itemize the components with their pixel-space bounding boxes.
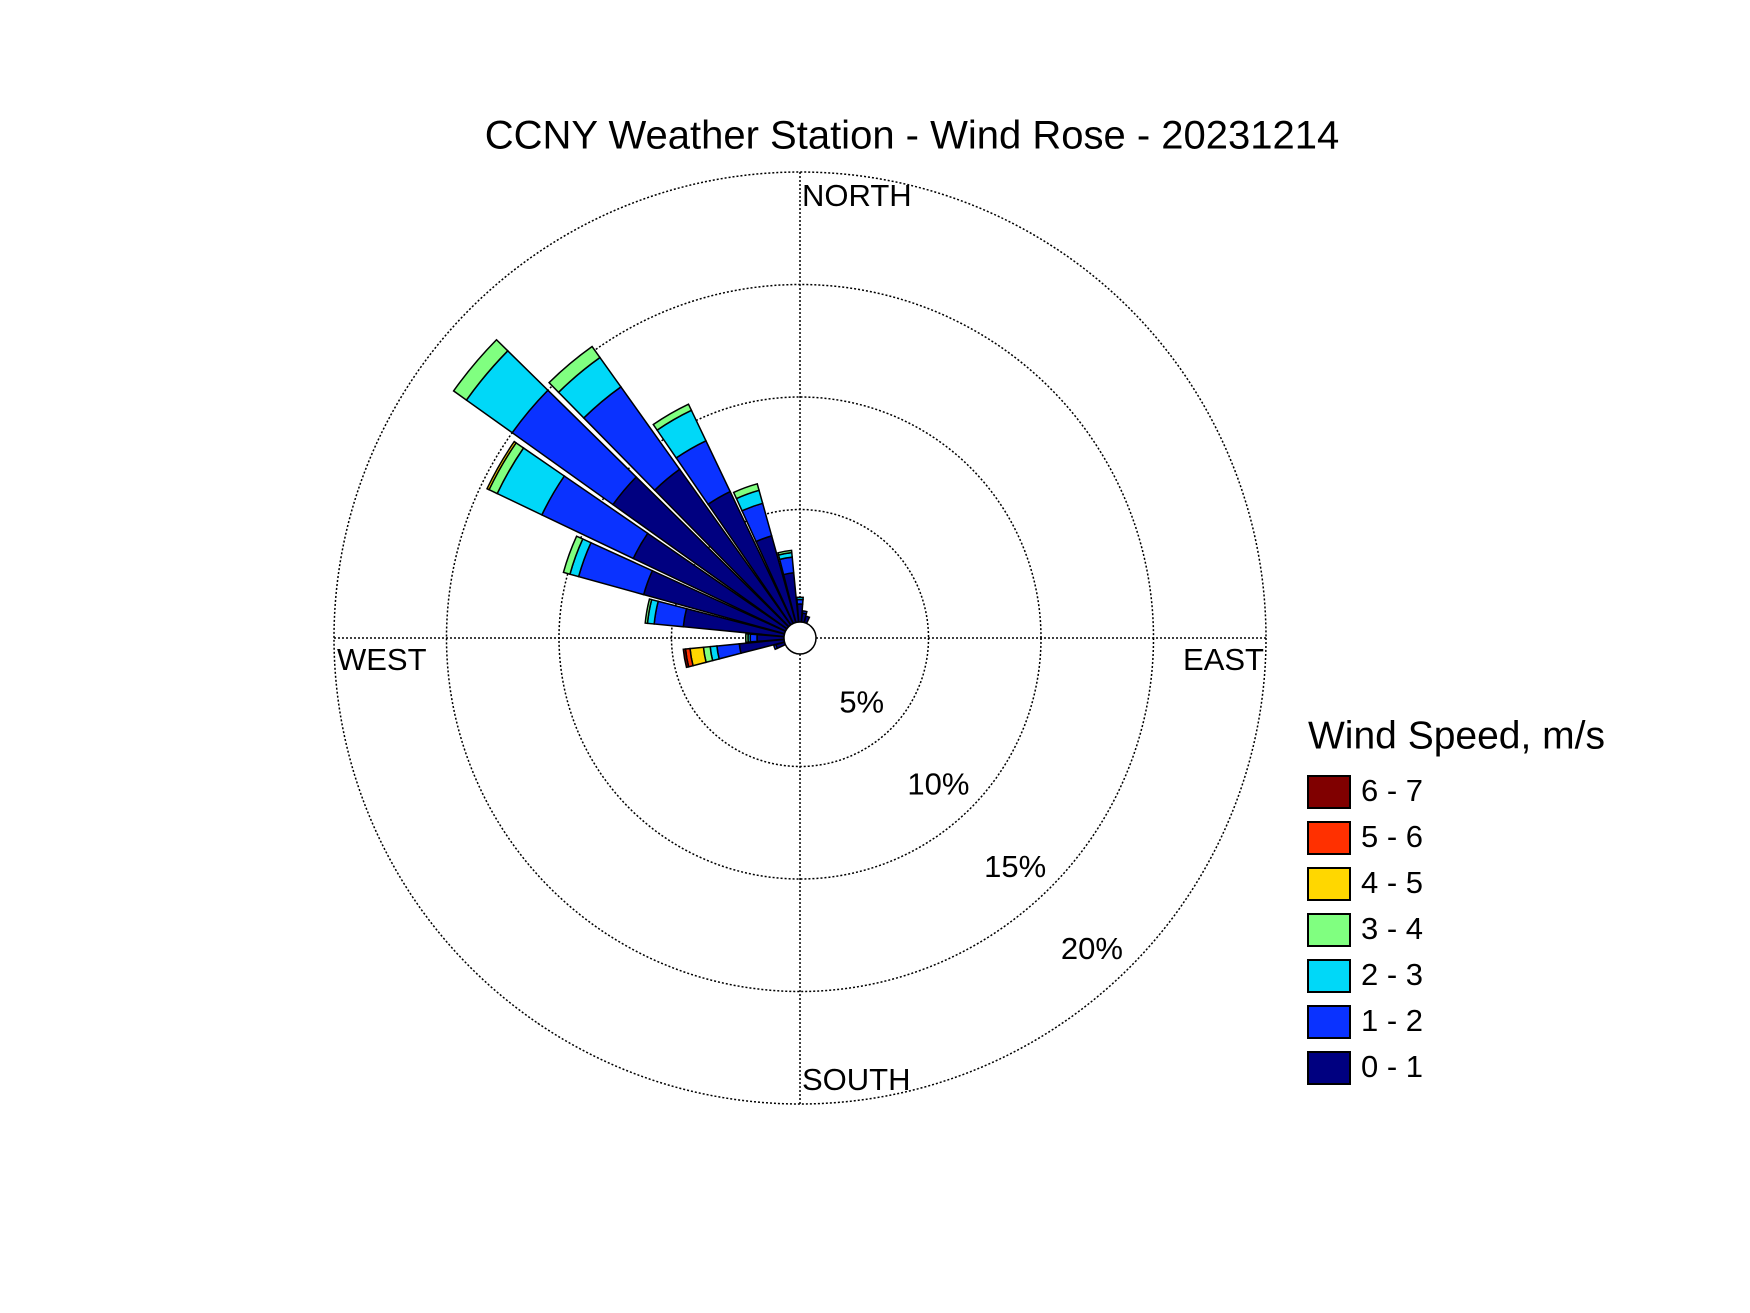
wedge-segment [749,633,758,643]
wedge-segment [562,535,584,576]
grid-ring [333,171,1267,1105]
legend-label: 4 - 5 [1361,865,1423,900]
legend-label: 2 - 3 [1361,957,1423,992]
r-tick-label: 15% [984,849,1046,884]
legend-swatch [1307,913,1351,947]
legend-label: 1 - 2 [1361,1003,1423,1038]
direction-label: EAST [1183,642,1264,677]
legend-label: 6 - 7 [1361,773,1423,808]
grid-ring [558,396,1042,880]
wedge-segment [652,403,693,432]
legend-swatch [1307,821,1351,855]
r-tick-label: 5% [839,684,884,719]
grid-ring [670,508,930,768]
center-hole [783,621,817,655]
wedge-segment [744,632,749,644]
legend-label: 3 - 4 [1361,911,1423,946]
direction-label: WEST [337,642,427,677]
legend-swatch [1307,1005,1351,1039]
wedge-segment [682,648,690,669]
wedge-segment [777,549,793,556]
wedge-segment [644,598,653,625]
r-tick-label: 10% [907,767,969,802]
legend-swatch [1307,959,1351,993]
legend-label: 0 - 1 [1361,1049,1423,1084]
legend-swatch [1307,775,1351,809]
wedge-segment [801,610,808,615]
r-tick-label: 20% [1061,931,1123,966]
legend-label: 5 - 6 [1361,819,1423,854]
wedge-segment [732,482,760,500]
legend-swatch [1307,1051,1351,1085]
direction-label: SOUTH [802,1062,911,1097]
direction-label: NORTH [802,178,912,213]
grid-ring [445,283,1155,993]
legend-swatch [1307,867,1351,901]
wedge-segment [452,338,509,402]
chart-title: CCNY Weather Station - Wind Rose - 20231… [485,114,1340,158]
wedge-segment [548,345,601,394]
wedge-segment [486,440,518,491]
legend-title: Wind Speed, m/s [1308,714,1605,757]
wedge-segment [795,596,805,601]
